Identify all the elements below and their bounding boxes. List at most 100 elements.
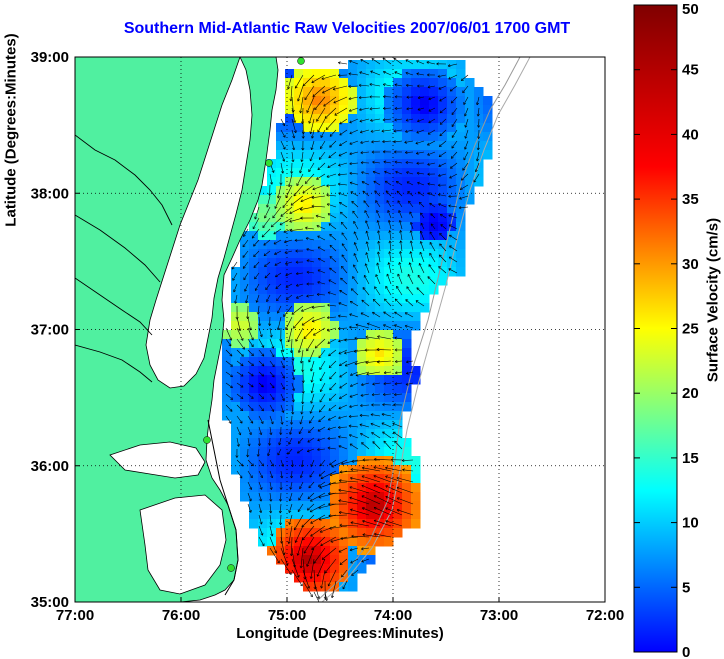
velocity-cell <box>456 150 466 160</box>
velocity-cell <box>429 231 439 241</box>
velocity-arrow <box>282 195 293 208</box>
velocity-arrow <box>242 239 249 248</box>
velocity-arrow <box>450 162 458 169</box>
velocity-arrow <box>359 84 370 87</box>
velocity-arrowhead <box>320 543 324 547</box>
velocity-cell <box>276 150 286 160</box>
velocity-arrowhead <box>304 97 308 101</box>
velocity-arrowhead <box>274 252 277 255</box>
velocity-arrowhead <box>339 363 342 366</box>
velocity-cell <box>348 330 358 340</box>
velocity-arrow <box>297 448 304 454</box>
velocity-arrow <box>438 254 447 263</box>
velocity-cell <box>303 249 313 259</box>
velocity-arrow <box>361 299 370 307</box>
velocity-arrowhead <box>317 596 320 599</box>
velocity-cell <box>285 240 295 250</box>
velocity-arrowhead <box>254 216 258 220</box>
velocity-arrow <box>397 200 403 208</box>
velocity-arrowhead <box>383 371 387 375</box>
velocity-cell <box>357 375 367 385</box>
velocity-cell <box>249 222 259 232</box>
velocity-cell <box>312 429 322 439</box>
velocity-cell <box>321 114 331 124</box>
velocity-cell <box>384 321 394 331</box>
velocity-arrow <box>438 85 447 90</box>
velocity-cell <box>240 393 250 403</box>
velocity-arrowhead <box>361 171 364 175</box>
velocity-cell <box>330 546 340 556</box>
velocity-cell <box>366 96 376 106</box>
velocity-arrowhead <box>395 359 398 364</box>
velocity-arrow <box>258 536 265 547</box>
velocity-arrowhead <box>426 61 430 65</box>
velocity-arrow <box>306 294 315 297</box>
velocity-arrow <box>429 242 436 252</box>
velocity-cell <box>339 132 349 142</box>
velocity-cell <box>285 69 295 79</box>
velocity-arrowhead <box>279 222 283 226</box>
velocity-arrowhead <box>409 211 413 215</box>
velocity-cell <box>240 429 250 439</box>
velocity-cell <box>240 456 250 466</box>
velocity-arrowhead <box>239 420 243 424</box>
velocity-arrowhead <box>353 253 357 256</box>
velocity-arrow <box>269 382 275 389</box>
velocity-arrow <box>319 525 337 533</box>
velocity-arrowhead <box>381 129 385 133</box>
velocity-arrowhead <box>417 274 421 278</box>
velocity-arrow <box>267 448 271 456</box>
velocity-arrowhead <box>338 549 342 553</box>
velocity-arrow <box>417 191 425 197</box>
velocity-arrowhead <box>310 390 314 394</box>
velocity-arrow <box>374 286 381 296</box>
velocity-arrowhead <box>406 95 410 99</box>
velocity-arrowhead <box>330 595 334 598</box>
velocity-arrow <box>430 213 436 219</box>
velocity-cell <box>465 96 475 106</box>
velocity-cell <box>393 339 403 349</box>
velocity-cell <box>375 195 385 205</box>
velocity-arrow <box>338 547 348 553</box>
velocity-cell <box>267 411 277 421</box>
velocity-cell <box>393 465 403 475</box>
velocity-cell <box>240 249 250 259</box>
velocity-arrowhead <box>319 409 322 413</box>
velocity-arrow <box>416 151 425 154</box>
velocity-arrow <box>317 558 326 577</box>
velocity-arrowhead <box>438 86 442 90</box>
velocity-arrow <box>339 558 348 565</box>
velocity-arrow <box>404 325 414 329</box>
velocity-cell <box>312 267 322 277</box>
velocity-arrow <box>385 467 403 472</box>
velocity-cell <box>447 132 457 142</box>
velocity-cell <box>420 114 430 124</box>
velocity-arrowhead <box>415 300 419 303</box>
velocity-arrow <box>329 129 337 137</box>
velocity-cell <box>222 348 232 358</box>
velocity-cell <box>330 177 340 187</box>
velocity-arrow <box>327 316 337 319</box>
velocity-cell <box>447 195 457 205</box>
velocity-cell <box>303 69 313 79</box>
velocity-arrow <box>420 223 425 230</box>
velocity-cell <box>393 411 403 421</box>
velocity-arrow <box>373 475 392 483</box>
velocity-cell <box>294 312 304 322</box>
velocity-arrowhead <box>279 182 283 186</box>
velocity-cell <box>348 132 358 142</box>
velocity-arrow <box>247 459 254 467</box>
velocity-arrow <box>306 248 315 252</box>
velocity-cell <box>303 483 313 493</box>
velocity-cell <box>294 555 304 565</box>
velocity-cell <box>285 510 295 520</box>
velocity-cell <box>384 60 394 70</box>
velocity-cell <box>348 213 358 223</box>
velocity-arrow <box>367 323 381 329</box>
velocity-arrow <box>294 514 304 531</box>
velocity-arrow <box>280 382 285 390</box>
velocity-cell <box>447 114 457 124</box>
velocity-arrowhead <box>289 431 293 435</box>
velocity-cell <box>411 375 421 385</box>
